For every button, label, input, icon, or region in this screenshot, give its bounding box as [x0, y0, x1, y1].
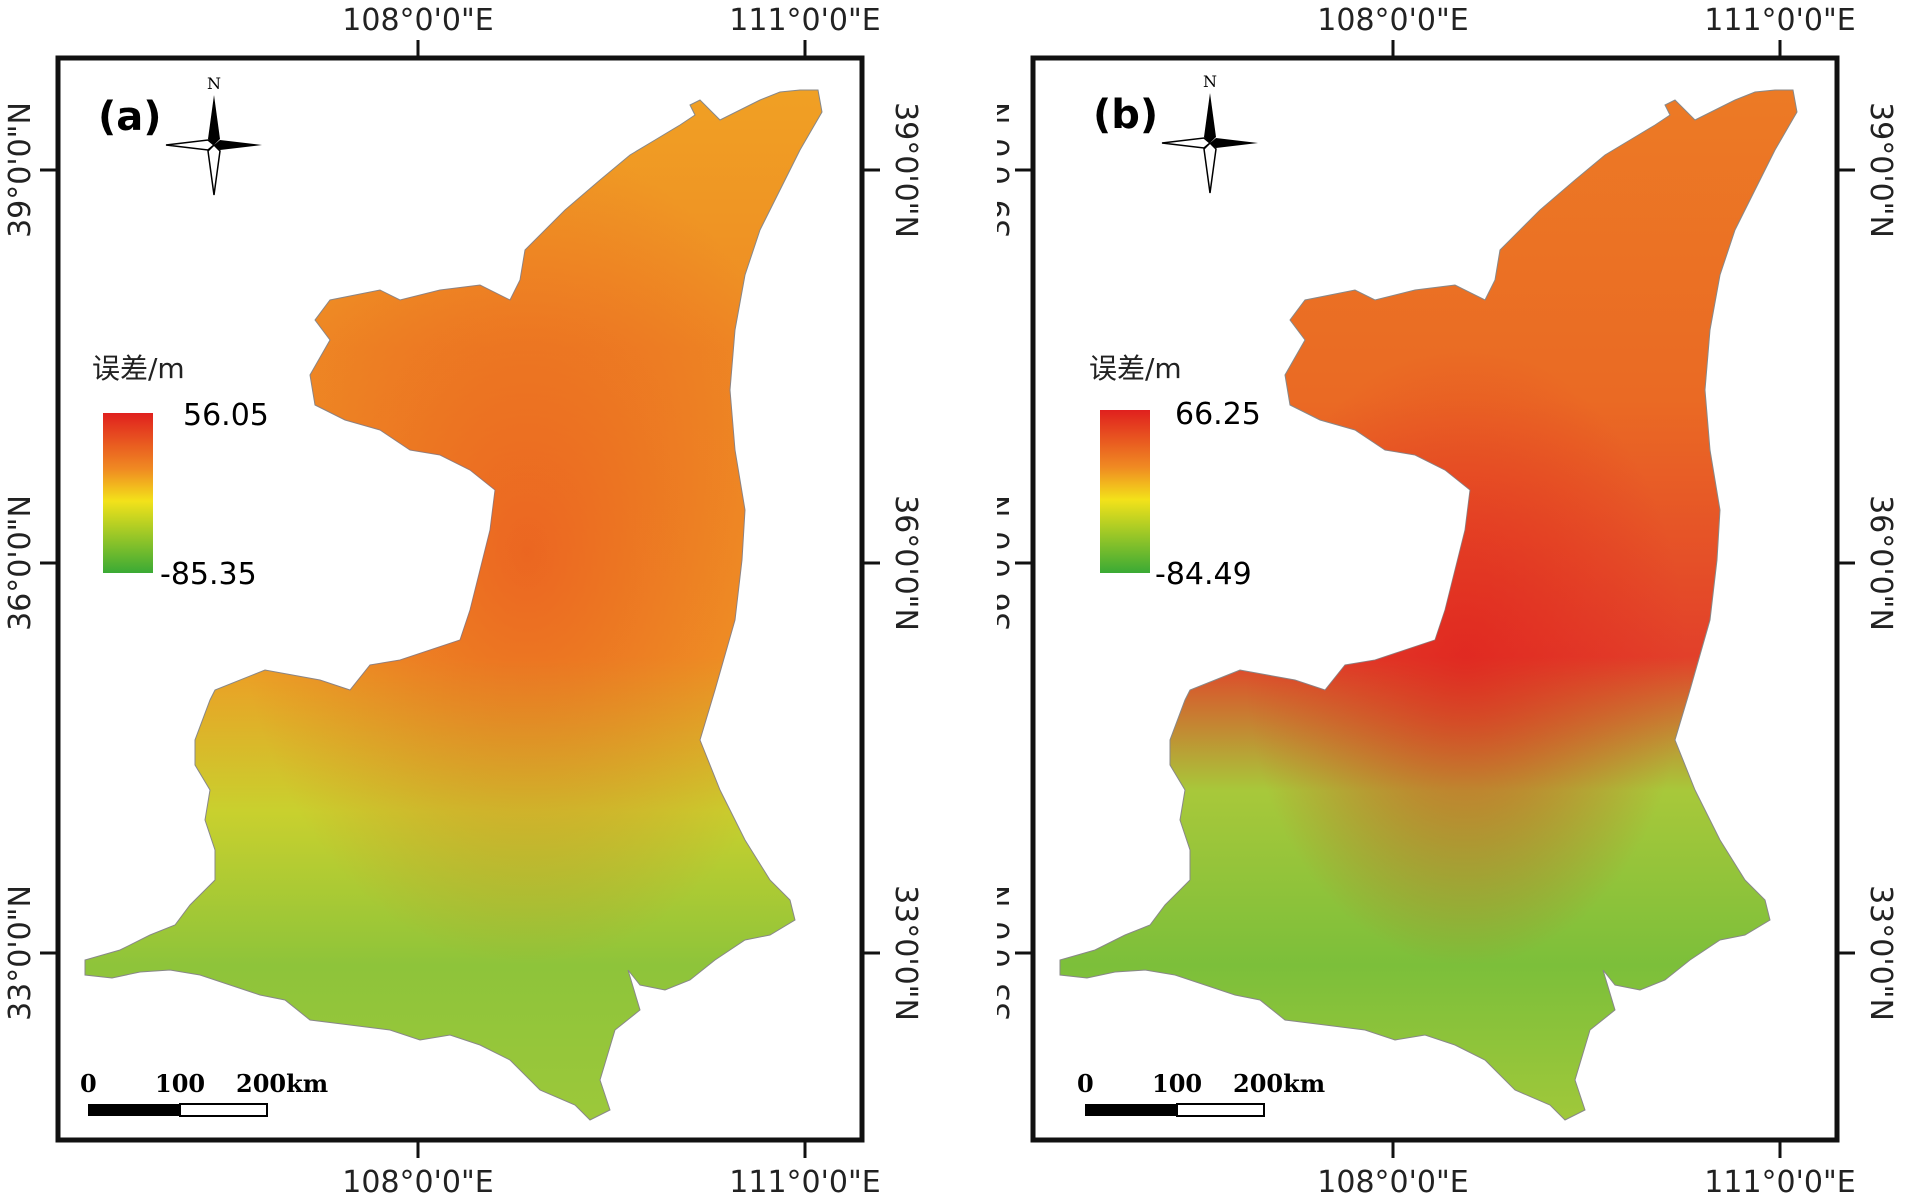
panel-label: (b) [1093, 92, 1158, 138]
map-panel-a: 108°0'0"E 111°0'0"E 108°0'0"E 111°0'0"E … [3, 3, 923, 1200]
top-lon-label: 108°0'0"E [1317, 3, 1468, 38]
left-lat-label: 36°0'0"N [3, 495, 38, 631]
bottom-lon-label: 108°0'0"E [342, 1165, 493, 1200]
right-lat-label: 33°0'0"N [888, 885, 923, 1021]
region-hotspot-overlay [1060, 90, 1797, 1120]
north-arrow-icon: N [165, 74, 262, 196]
left-lat-label: 39°0'0"N [997, 102, 1017, 238]
legend-title: 误差/m [1089, 352, 1182, 385]
top-lon-label: 111°0'0"E [1704, 3, 1855, 38]
legend-max: 56.05 [183, 398, 269, 433]
map-figure-a: 108°0'0"E 111°0'0"E 108°0'0"E 111°0'0"E … [3, 3, 923, 1200]
north-label: N [1203, 72, 1217, 91]
scale-label: 100 [1152, 1069, 1202, 1098]
graticule-ticks [40, 40, 880, 1158]
scale-bar-white [1176, 1103, 1265, 1117]
panel-label: (a) [98, 94, 162, 140]
right-lat-label: 36°0'0"N [1863, 495, 1898, 631]
scale-label: 0 [1077, 1069, 1094, 1098]
bottom-lon-label: 111°0'0"E [1704, 1165, 1855, 1200]
legend-title: 误差/m [92, 352, 185, 385]
scale-bar-black [1085, 1104, 1177, 1116]
map-figure-b: 108°0'0"E 111°0'0"E 108°0'0"E 111°0'0"E … [997, 3, 1898, 1200]
right-lat-label: 39°0'0"N [1863, 102, 1898, 238]
region-hotspot-overlay [85, 90, 822, 1120]
legend-min: -85.35 [160, 557, 257, 592]
bottom-lon-label: 111°0'0"E [729, 1165, 880, 1200]
right-lat-label: 39°0'0"N [888, 102, 923, 238]
legend-max: 66.25 [1175, 397, 1261, 432]
north-label: N [207, 74, 221, 93]
north-arrow-icon: N [1161, 72, 1258, 194]
legend-colorbar [1100, 410, 1150, 573]
scale-label: 0 [80, 1069, 97, 1098]
top-lon-label: 108°0'0"E [342, 3, 493, 38]
left-lat-label: 33°0'0"N [3, 885, 38, 1021]
legend-colorbar [103, 413, 153, 573]
left-lat-label: 39°0'0"N [3, 102, 38, 238]
right-lat-label: 33°0'0"N [1863, 885, 1898, 1021]
scale-bar-black [88, 1104, 180, 1116]
graticule-ticks [1015, 40, 1855, 1158]
top-lon-label: 111°0'0"E [729, 3, 880, 38]
map-panel-b: 108°0'0"E 111°0'0"E 108°0'0"E 111°0'0"E … [997, 0, 1920, 1201]
left-lat-label: 36°0'0"N [997, 495, 1017, 631]
scale-label: 100 [155, 1069, 205, 1098]
scale-label: 200km [1233, 1069, 1325, 1098]
scale-label: 200km [236, 1069, 328, 1098]
right-lat-label: 36°0'0"N [888, 495, 923, 631]
scale-bar-white [179, 1103, 268, 1117]
bottom-lon-label: 108°0'0"E [1317, 1165, 1468, 1200]
legend-min: -84.49 [1155, 557, 1252, 592]
left-lat-label: 33°0'0"N [997, 885, 1017, 1021]
